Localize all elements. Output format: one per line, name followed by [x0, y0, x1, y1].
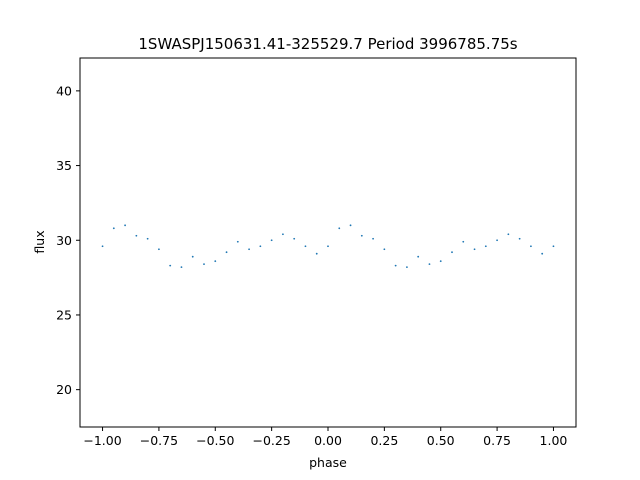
data-point: [394, 264, 397, 267]
data-point: [360, 234, 363, 237]
data-point: [406, 266, 408, 269]
chart-title: 1SWASPJ150631.41-325529.7 Period 3996785…: [138, 35, 517, 53]
data-point: [169, 264, 172, 267]
data-point: [439, 260, 442, 263]
data-point: [203, 263, 205, 266]
data-point: [383, 248, 386, 251]
data-point: [349, 224, 352, 227]
data-point: [428, 263, 431, 266]
x-tick-label: −0.75: [140, 433, 178, 448]
scatter-points: [101, 224, 555, 269]
x-tick-label: 1.00: [540, 433, 568, 448]
x-axis-label: phase: [309, 455, 347, 470]
y-tick-label: 25: [56, 307, 72, 322]
data-point: [315, 252, 318, 255]
data-point: [146, 237, 149, 240]
data-point: [101, 245, 104, 248]
y-axis: 20 25 30 35 40: [56, 83, 80, 397]
data-point: [293, 237, 296, 240]
x-tick-label: −1.00: [83, 433, 121, 448]
data-point: [225, 251, 228, 254]
y-tick-label: 40: [56, 83, 72, 98]
y-tick-label: 30: [56, 233, 72, 248]
data-point: [462, 240, 465, 243]
data-point: [259, 245, 262, 248]
data-point: [552, 245, 555, 248]
x-tick-label: 0.00: [314, 433, 342, 448]
data-point: [112, 227, 115, 230]
data-point: [158, 248, 160, 251]
data-point: [214, 260, 217, 263]
data-point: [304, 245, 307, 248]
data-point: [282, 233, 284, 236]
data-point: [372, 237, 374, 240]
data-point: [518, 237, 521, 240]
y-axis-label: flux: [32, 230, 47, 253]
data-point: [270, 239, 273, 242]
x-tick-label: −0.25: [252, 433, 290, 448]
data-point: [417, 255, 420, 258]
y-tick-label: 35: [56, 158, 72, 173]
data-point: [236, 240, 239, 243]
data-point: [327, 245, 329, 248]
data-point: [473, 248, 476, 251]
data-point: [541, 252, 544, 255]
data-point: [451, 251, 453, 254]
data-point: [530, 245, 532, 248]
data-point: [135, 234, 138, 237]
y-tick-label: 20: [56, 382, 72, 397]
data-point: [124, 224, 126, 227]
x-tick-label: 0.75: [483, 433, 511, 448]
x-tick-label: 0.50: [427, 433, 455, 448]
x-tick-label: −0.50: [196, 433, 234, 448]
data-point: [338, 227, 341, 230]
x-axis: −1.00 −0.75 −0.50 −0.25 0.00 0.25 0.50 0.75 1.00: [83, 427, 567, 448]
data-point: [248, 248, 250, 251]
data-point: [496, 239, 498, 242]
x-tick-label: 0.25: [370, 433, 398, 448]
data-point: [507, 233, 510, 236]
data-point: [180, 266, 183, 269]
data-point: [484, 245, 487, 248]
data-point: [191, 255, 194, 258]
